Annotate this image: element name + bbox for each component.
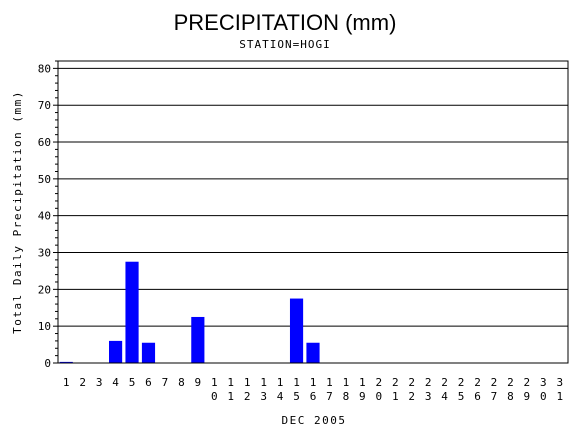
x-tick-label: 2 [441, 376, 448, 389]
y-axis-ticks: 0 10 20 30 40 50 60 70 80 [38, 60, 58, 370]
x-tick-label: 1 [211, 376, 218, 389]
x-tick-label: 1 [343, 376, 350, 389]
x-tick-label: 1 [277, 376, 284, 389]
x-tick-label: 2 [474, 376, 481, 389]
y-axis-label: Total Daily Precipitation (mm) [11, 90, 24, 334]
x-tick-label: 9 [524, 390, 531, 403]
x-tick-label: 0 [375, 390, 382, 403]
x-tick-label: 8 [507, 390, 514, 403]
x-tick-label: 2 [524, 376, 531, 389]
x-tick-label: 2 [375, 376, 382, 389]
x-tick-label: 6 [145, 376, 152, 389]
x-tick-label: 4 [112, 376, 119, 389]
x-tick-label: 8 [343, 390, 350, 403]
x-tick-label: 5 [293, 390, 300, 403]
x-tick-label: 1 [556, 390, 563, 403]
y-tick-label: 10 [38, 320, 51, 333]
x-tick-label: 1 [310, 376, 317, 389]
x-tick-label: 7 [491, 390, 498, 403]
bar-day-1 [59, 361, 73, 363]
x-tick-label: 3 [425, 390, 432, 403]
x-tick-label: 3 [96, 376, 103, 389]
chart-subtitle: STATION=HOGI [239, 38, 330, 51]
x-tick-label: 1 [260, 376, 267, 389]
x-tick-label: 1 [244, 376, 251, 389]
y-tick-label: 60 [38, 136, 51, 149]
x-tick-label: 2 [408, 376, 415, 389]
y-tick-label: 80 [38, 62, 51, 75]
x-tick-label: 0 [540, 390, 547, 403]
x-tick-label: 1 [359, 376, 366, 389]
x-tick-label: 9 [195, 376, 202, 389]
x-axis-ticks: 1 2 3 4 5 6 7 8 9 1011121314151617181920212223242… [63, 376, 563, 403]
x-tick-label: 1 [293, 376, 300, 389]
x-tick-label: 2 [244, 390, 251, 403]
y-tick-label: 70 [38, 99, 51, 112]
chart-title: PRECIPITATION (mm) [174, 10, 397, 35]
bar-day-9 [191, 316, 205, 363]
plot-frame [57, 60, 569, 364]
x-tick-label: 8 [178, 376, 185, 389]
y-tick-label: 20 [38, 283, 51, 296]
x-tick-label: 1 [392, 390, 399, 403]
x-tick-label: 1 [326, 376, 333, 389]
y-tick-label: 40 [38, 210, 51, 223]
x-tick-label: 7 [162, 376, 169, 389]
x-tick-label: 2 [79, 376, 86, 389]
x-tick-label: 5 [129, 376, 136, 389]
x-tick-label: 2 [392, 376, 399, 389]
x-tick-label: 3 [556, 376, 563, 389]
x-tick-label: 3 [540, 376, 547, 389]
x-tick-label: 4 [441, 390, 448, 403]
x-tick-label: 0 [211, 390, 218, 403]
x-tick-label: 2 [491, 376, 498, 389]
x-tick-label: 9 [359, 390, 366, 403]
x-tick-label: 3 [260, 390, 267, 403]
x-tick-label: 2 [408, 390, 415, 403]
x-axis-label: DEC 2005 [282, 414, 347, 427]
bar-day-15 [289, 298, 304, 363]
y-tick-label: 0 [44, 357, 51, 370]
x-tick-label: 5 [458, 390, 465, 403]
bar-day-6 [141, 342, 156, 363]
x-tick-label: 7 [326, 390, 333, 403]
x-tick-label: 6 [310, 390, 317, 403]
x-tick-label: 4 [277, 390, 284, 403]
x-tick-label: 1 [227, 376, 234, 389]
bar-day-16 [306, 342, 320, 363]
y-tick-label: 50 [38, 173, 51, 186]
bar-day-5 [125, 261, 139, 363]
bar-day-4 [109, 340, 123, 363]
x-tick-label: 1 [227, 390, 234, 403]
gridlines [58, 67, 568, 327]
bars [59, 261, 320, 363]
x-tick-label: 1 [63, 376, 70, 389]
y-tick-label: 30 [38, 247, 51, 260]
x-tick-label: 2 [425, 376, 432, 389]
x-tick-label: 6 [474, 390, 481, 403]
x-tick-label: 2 [507, 376, 514, 389]
x-tick-label: 2 [458, 376, 465, 389]
